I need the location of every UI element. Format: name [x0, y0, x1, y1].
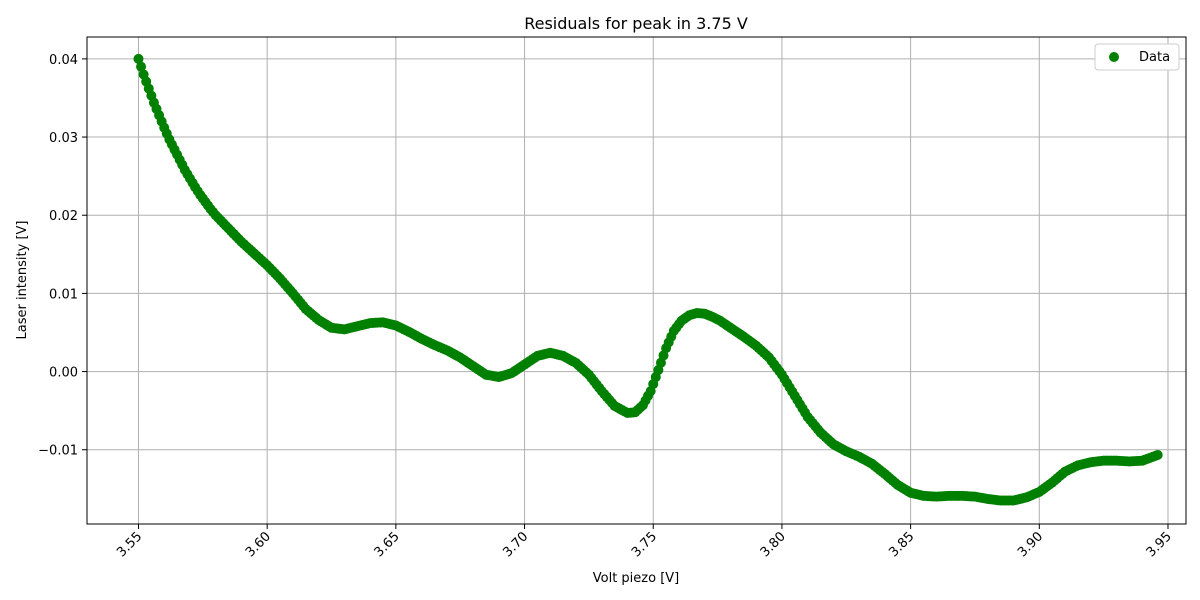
data-point	[133, 53, 144, 64]
legend: Data	[1094, 43, 1180, 71]
x-axis-label: Volt piezo [V]	[593, 571, 680, 586]
plot-frame	[86, 36, 1187, 525]
y-tick-label: −0.01	[38, 444, 78, 459]
y-tick-label: 0.02	[49, 209, 78, 224]
y-tick-label: 0.04	[49, 53, 78, 68]
legend-marker	[1109, 52, 1119, 62]
y-tick-label: 0.01	[49, 287, 78, 302]
y-axis-label: Laser intensity [V]	[15, 221, 30, 340]
legend-label-data: Data	[1139, 50, 1170, 65]
data-points	[133, 53, 1163, 506]
data-point	[1152, 449, 1163, 460]
y-tick-label: 0.00	[49, 366, 78, 381]
legend-box	[1094, 43, 1180, 71]
data-point	[136, 61, 147, 72]
chart-title: Residuals for peak in 3.75 V	[524, 14, 748, 33]
grid-layer	[87, 37, 1186, 524]
y-tick-label: 0.03	[49, 131, 78, 146]
